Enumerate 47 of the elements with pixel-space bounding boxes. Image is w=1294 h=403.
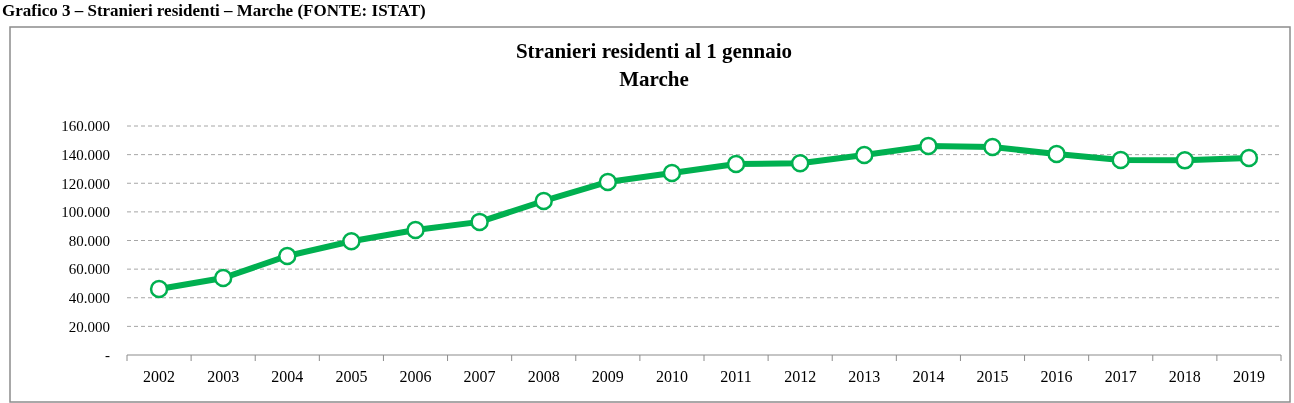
x-tick-label: 2014 — [912, 368, 945, 385]
point — [470, 212, 489, 232]
x-tick-label: 2004 — [271, 368, 304, 385]
y-tick-label: 100.000 — [61, 204, 110, 221]
point — [790, 153, 810, 173]
point — [278, 246, 297, 266]
y-tick-label: 120.000 — [61, 175, 110, 192]
x-tick-label: 2007 — [463, 368, 496, 385]
point — [726, 154, 746, 174]
point — [983, 137, 1002, 157]
point — [1111, 150, 1130, 170]
point — [1175, 151, 1195, 170]
x-tick-label: 2002 — [143, 368, 176, 385]
point — [534, 191, 553, 211]
y-tick-label: 40.000 — [68, 290, 110, 306]
x-tick-label: 2006 — [399, 368, 432, 385]
point — [919, 136, 938, 156]
point — [598, 172, 618, 192]
point — [406, 220, 425, 240]
y-tick-label: 20.000 — [68, 318, 110, 335]
x-tick-label: 2017 — [1104, 368, 1137, 385]
x-tick-label: 2012 — [784, 368, 817, 385]
point — [149, 279, 169, 299]
chart-title: Stranieri residenti al 1 gennaio Marche — [515, 39, 793, 91]
x-tick-label: 2018 — [1168, 368, 1201, 385]
point — [662, 163, 682, 183]
x-tick-label: 2019 — [1232, 368, 1265, 385]
y-tick-label: 160.000 — [61, 118, 110, 135]
x-tick-label: 2010 — [655, 368, 688, 385]
x-tick-label: 2009 — [591, 368, 624, 385]
x-tick-label: 2003 — [207, 368, 240, 385]
point — [213, 268, 233, 288]
y-tick-label: - — [105, 347, 110, 364]
point — [342, 231, 361, 251]
y-tick-label: 140.000 — [61, 146, 110, 163]
point — [1047, 144, 1066, 164]
x-tick-label: 2005 — [335, 368, 368, 385]
point — [1239, 148, 1259, 168]
x-tick-label: 2013 — [848, 368, 881, 385]
y-tick-label: 80.000 — [68, 232, 110, 249]
text: Grafico 3 – Stranieri residenti – Marche (FONTE: ISTAT) — [2, 1, 426, 20]
x-tick-label: 2016 — [1040, 368, 1073, 385]
x-tick-label: 2011 — [720, 368, 752, 385]
point — [855, 145, 874, 165]
x-tick-label: 2015 — [976, 368, 1009, 385]
x-tick-label: 2008 — [527, 368, 560, 385]
y-tick-label: 60.000 — [68, 261, 110, 278]
